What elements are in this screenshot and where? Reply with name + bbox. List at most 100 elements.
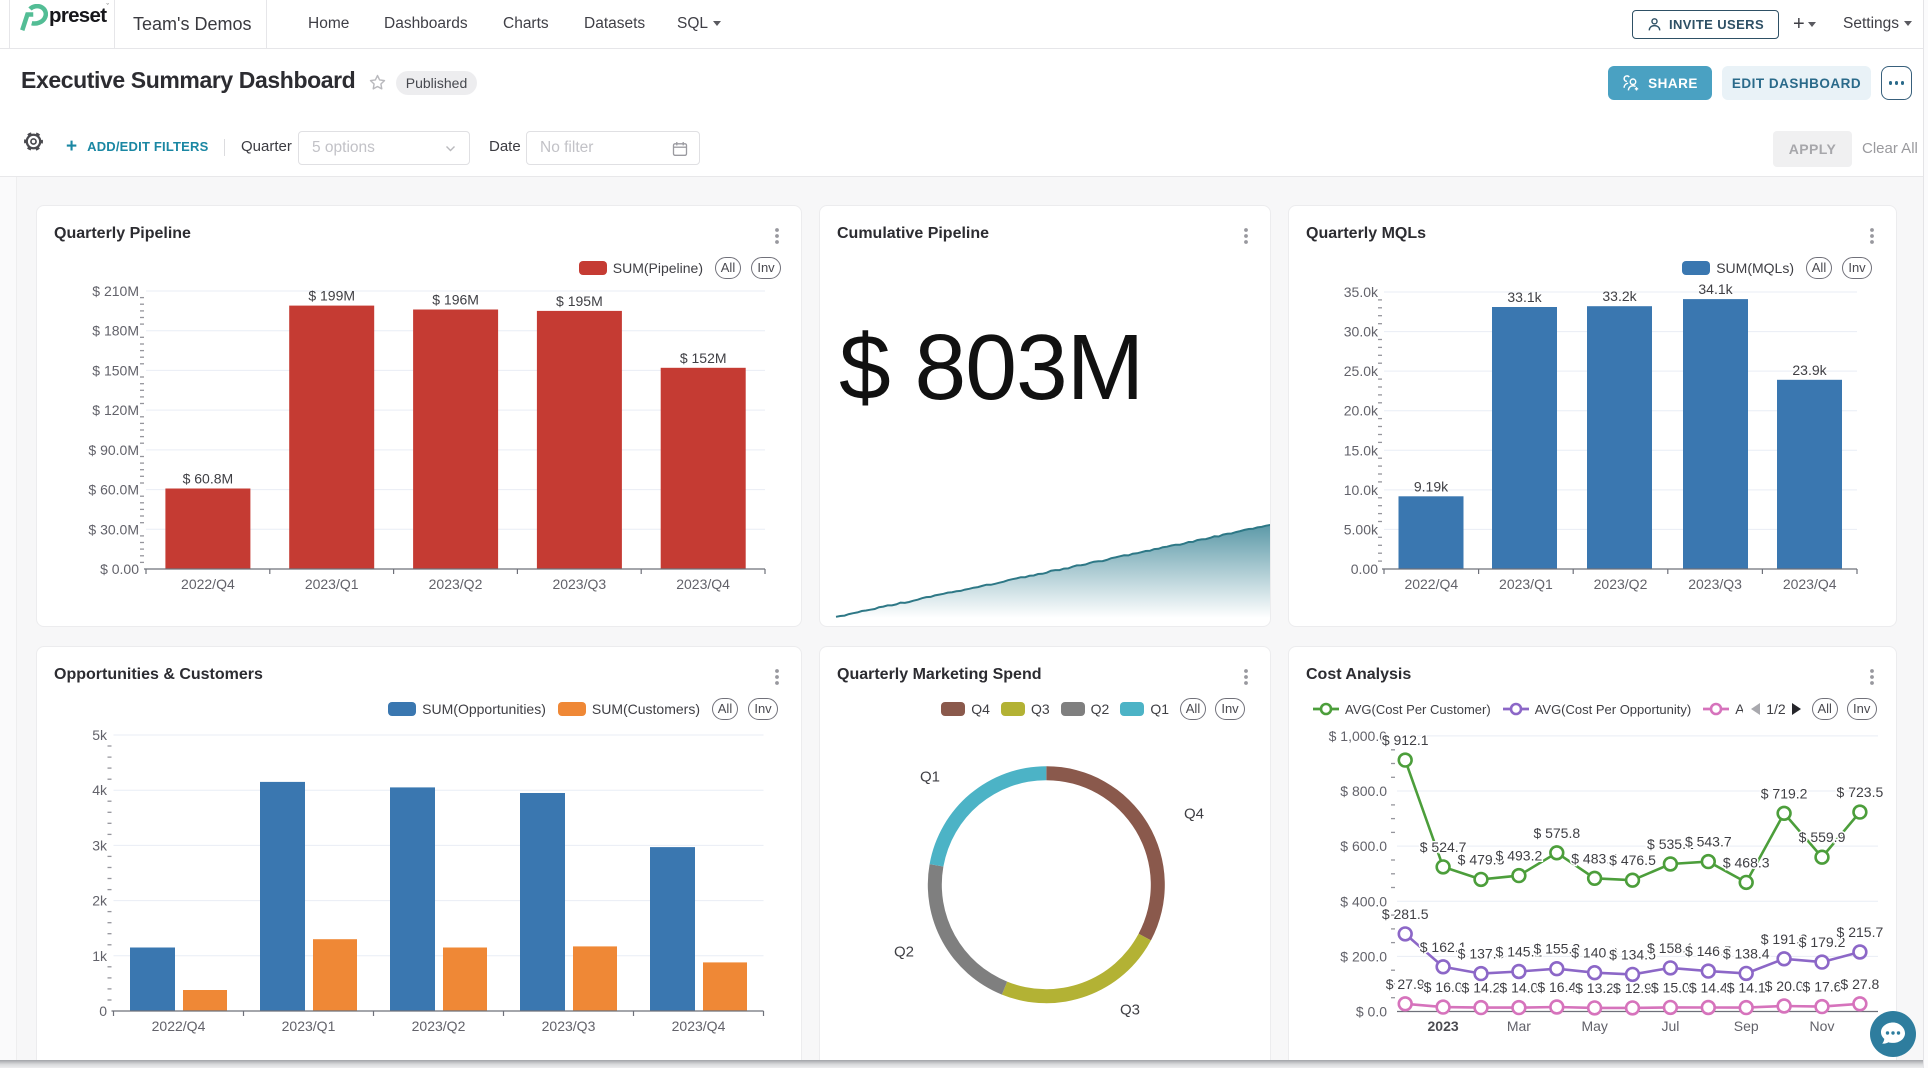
- svg-text:$ 150M: $ 150M: [92, 362, 139, 378]
- svg-text:$ 60.0M: $ 60.0M: [88, 482, 139, 498]
- svg-text:$ 800.0: $ 800.0: [1340, 783, 1387, 799]
- svg-text:$ 179.2: $ 179.2: [1799, 934, 1846, 950]
- svg-text:$ 180M: $ 180M: [92, 323, 139, 339]
- svg-text:2022/Q4: 2022/Q4: [152, 1018, 206, 1034]
- svg-text:$ 600.0: $ 600.0: [1340, 838, 1387, 854]
- svg-text:$ 199M: $ 199M: [308, 288, 355, 304]
- svg-text:$ 200.0: $ 200.0: [1340, 948, 1387, 964]
- svg-text:$ 281.5: $ 281.5: [1382, 906, 1429, 922]
- svg-text:$ 535.1: $ 535.1: [1647, 836, 1694, 852]
- svg-text:$ 210M: $ 210M: [92, 283, 139, 299]
- svg-text:$ 14.4: $ 14.4: [1689, 980, 1728, 996]
- svg-text:34.1k: 34.1k: [1698, 281, 1733, 297]
- svg-text:$ 12.9: $ 12.9: [1613, 980, 1652, 996]
- svg-text:$ 215.7: $ 215.7: [1837, 924, 1884, 940]
- svg-text:$ 60.8M: $ 60.8M: [183, 471, 234, 487]
- svg-text:2023/Q4: 2023/Q4: [676, 576, 730, 592]
- svg-text:$ 723.5: $ 723.5: [1837, 784, 1884, 800]
- svg-text:$ 559.9: $ 559.9: [1799, 829, 1846, 845]
- svg-text:2022/Q4: 2022/Q4: [181, 576, 235, 592]
- svg-text:2023: 2023: [1428, 1018, 1459, 1034]
- svg-text:$ 16.4: $ 16.4: [1537, 979, 1576, 995]
- svg-text:$ 152M: $ 152M: [680, 350, 727, 366]
- svg-text:$ 162.1: $ 162.1: [1420, 939, 1467, 955]
- svg-text:$ 158.1: $ 158.1: [1647, 940, 1694, 956]
- svg-text:3k: 3k: [92, 837, 108, 853]
- svg-text:0: 0: [99, 1003, 107, 1019]
- svg-text:15.0k: 15.0k: [1344, 442, 1379, 458]
- svg-text:9.19k: 9.19k: [1414, 478, 1449, 494]
- svg-text:2023/Q3: 2023/Q3: [542, 1018, 596, 1034]
- svg-text:Mar: Mar: [1507, 1018, 1531, 1034]
- svg-text:20.0k: 20.0k: [1344, 403, 1379, 419]
- svg-text:33.1k: 33.1k: [1507, 289, 1542, 305]
- svg-text:Q1: Q1: [920, 769, 940, 786]
- svg-text:$ 14.0: $ 14.0: [1499, 980, 1538, 996]
- svg-text:$ 30.0M: $ 30.0M: [88, 521, 139, 537]
- svg-text:2k: 2k: [92, 893, 108, 909]
- svg-text:$ 155.3: $ 155.3: [1533, 941, 1580, 957]
- svg-text:$ 476.5: $ 476.5: [1609, 852, 1656, 868]
- svg-text:2023/Q3: 2023/Q3: [1688, 576, 1742, 592]
- svg-text:$ 483.4: $ 483.4: [1571, 850, 1618, 866]
- svg-text:2023/Q2: 2023/Q2: [1594, 576, 1648, 592]
- svg-text:$ 13.2: $ 13.2: [1575, 980, 1614, 996]
- svg-text:$ 20.0: $ 20.0: [1765, 978, 1804, 994]
- svg-text:5k: 5k: [92, 727, 108, 743]
- svg-text:$ 146.5: $ 146.5: [1685, 943, 1732, 959]
- svg-text:$ 17.6: $ 17.6: [1803, 979, 1842, 995]
- svg-text:$ 719.2: $ 719.2: [1761, 785, 1808, 801]
- svg-text:4k: 4k: [92, 782, 108, 798]
- svg-text:$ 468.3: $ 468.3: [1723, 854, 1770, 870]
- svg-text:$ 493.2: $ 493.2: [1496, 848, 1543, 864]
- svg-text:Q4: Q4: [1184, 806, 1204, 823]
- svg-text:30.0k: 30.0k: [1344, 324, 1379, 340]
- svg-text:Q2: Q2: [894, 944, 914, 961]
- svg-text:1k: 1k: [92, 948, 108, 964]
- svg-text:33.2k: 33.2k: [1602, 288, 1637, 304]
- svg-text:2023/Q2: 2023/Q2: [412, 1018, 466, 1034]
- svg-text:$ 16.0: $ 16.0: [1424, 979, 1463, 995]
- svg-text:$ 196M: $ 196M: [432, 292, 479, 308]
- svg-text:Sep: Sep: [1734, 1018, 1759, 1034]
- svg-text:2023/Q4: 2023/Q4: [1783, 576, 1837, 592]
- svg-text:2023/Q4: 2023/Q4: [672, 1018, 726, 1034]
- svg-text:2023/Q1: 2023/Q1: [1499, 576, 1553, 592]
- svg-text:$ 27.9: $ 27.9: [1386, 976, 1425, 992]
- svg-text:$ 479.3: $ 479.3: [1458, 851, 1505, 867]
- svg-text:$ 912.1: $ 912.1: [1382, 732, 1429, 748]
- svg-text:2023/Q2: 2023/Q2: [429, 576, 483, 592]
- svg-text:$ 0.00: $ 0.00: [100, 561, 139, 577]
- svg-text:2023/Q3: 2023/Q3: [552, 576, 606, 592]
- svg-text:$ 14.2: $ 14.2: [1462, 980, 1501, 996]
- svg-text:2023/Q1: 2023/Q1: [282, 1018, 336, 1034]
- svg-text:$ 524.7: $ 524.7: [1420, 839, 1467, 855]
- svg-text:2023/Q1: 2023/Q1: [305, 576, 359, 592]
- svg-text:0.00: 0.00: [1351, 561, 1378, 577]
- svg-text:$ 120M: $ 120M: [92, 402, 139, 418]
- svg-text:$ 14.1: $ 14.1: [1727, 980, 1766, 996]
- svg-text:$ 543.7: $ 543.7: [1685, 834, 1732, 850]
- svg-text:2022/Q4: 2022/Q4: [1404, 576, 1458, 592]
- svg-text:$ 138.4: $ 138.4: [1723, 945, 1770, 961]
- svg-text:$ 195M: $ 195M: [556, 293, 603, 309]
- svg-text:35.0k: 35.0k: [1344, 284, 1379, 300]
- svg-text:$ 27.8: $ 27.8: [1840, 976, 1879, 992]
- svg-text:25.0k: 25.0k: [1344, 363, 1379, 379]
- svg-text:$ 137.5: $ 137.5: [1458, 946, 1505, 962]
- svg-text:$ 575.8: $ 575.8: [1533, 825, 1580, 841]
- svg-text:Q3: Q3: [1120, 1002, 1140, 1019]
- svg-text:$ 90.0M: $ 90.0M: [88, 442, 139, 458]
- svg-text:$ 15.0: $ 15.0: [1651, 979, 1690, 995]
- svg-text:Jul: Jul: [1661, 1018, 1679, 1034]
- svg-text:23.9k: 23.9k: [1792, 362, 1827, 378]
- svg-text:May: May: [1581, 1018, 1607, 1034]
- svg-text:$ 145.2: $ 145.2: [1496, 944, 1543, 960]
- svg-text:Nov: Nov: [1810, 1018, 1835, 1034]
- svg-text:$ 191.2: $ 191.2: [1761, 931, 1808, 947]
- svg-text:$ 0.0: $ 0.0: [1356, 1004, 1387, 1020]
- svg-text:$ 1,000.0: $ 1,000.0: [1329, 728, 1388, 744]
- svg-text:10.0k: 10.0k: [1344, 482, 1379, 498]
- svg-text:5.00k: 5.00k: [1344, 521, 1379, 537]
- svg-text:$ 400.0: $ 400.0: [1340, 893, 1387, 909]
